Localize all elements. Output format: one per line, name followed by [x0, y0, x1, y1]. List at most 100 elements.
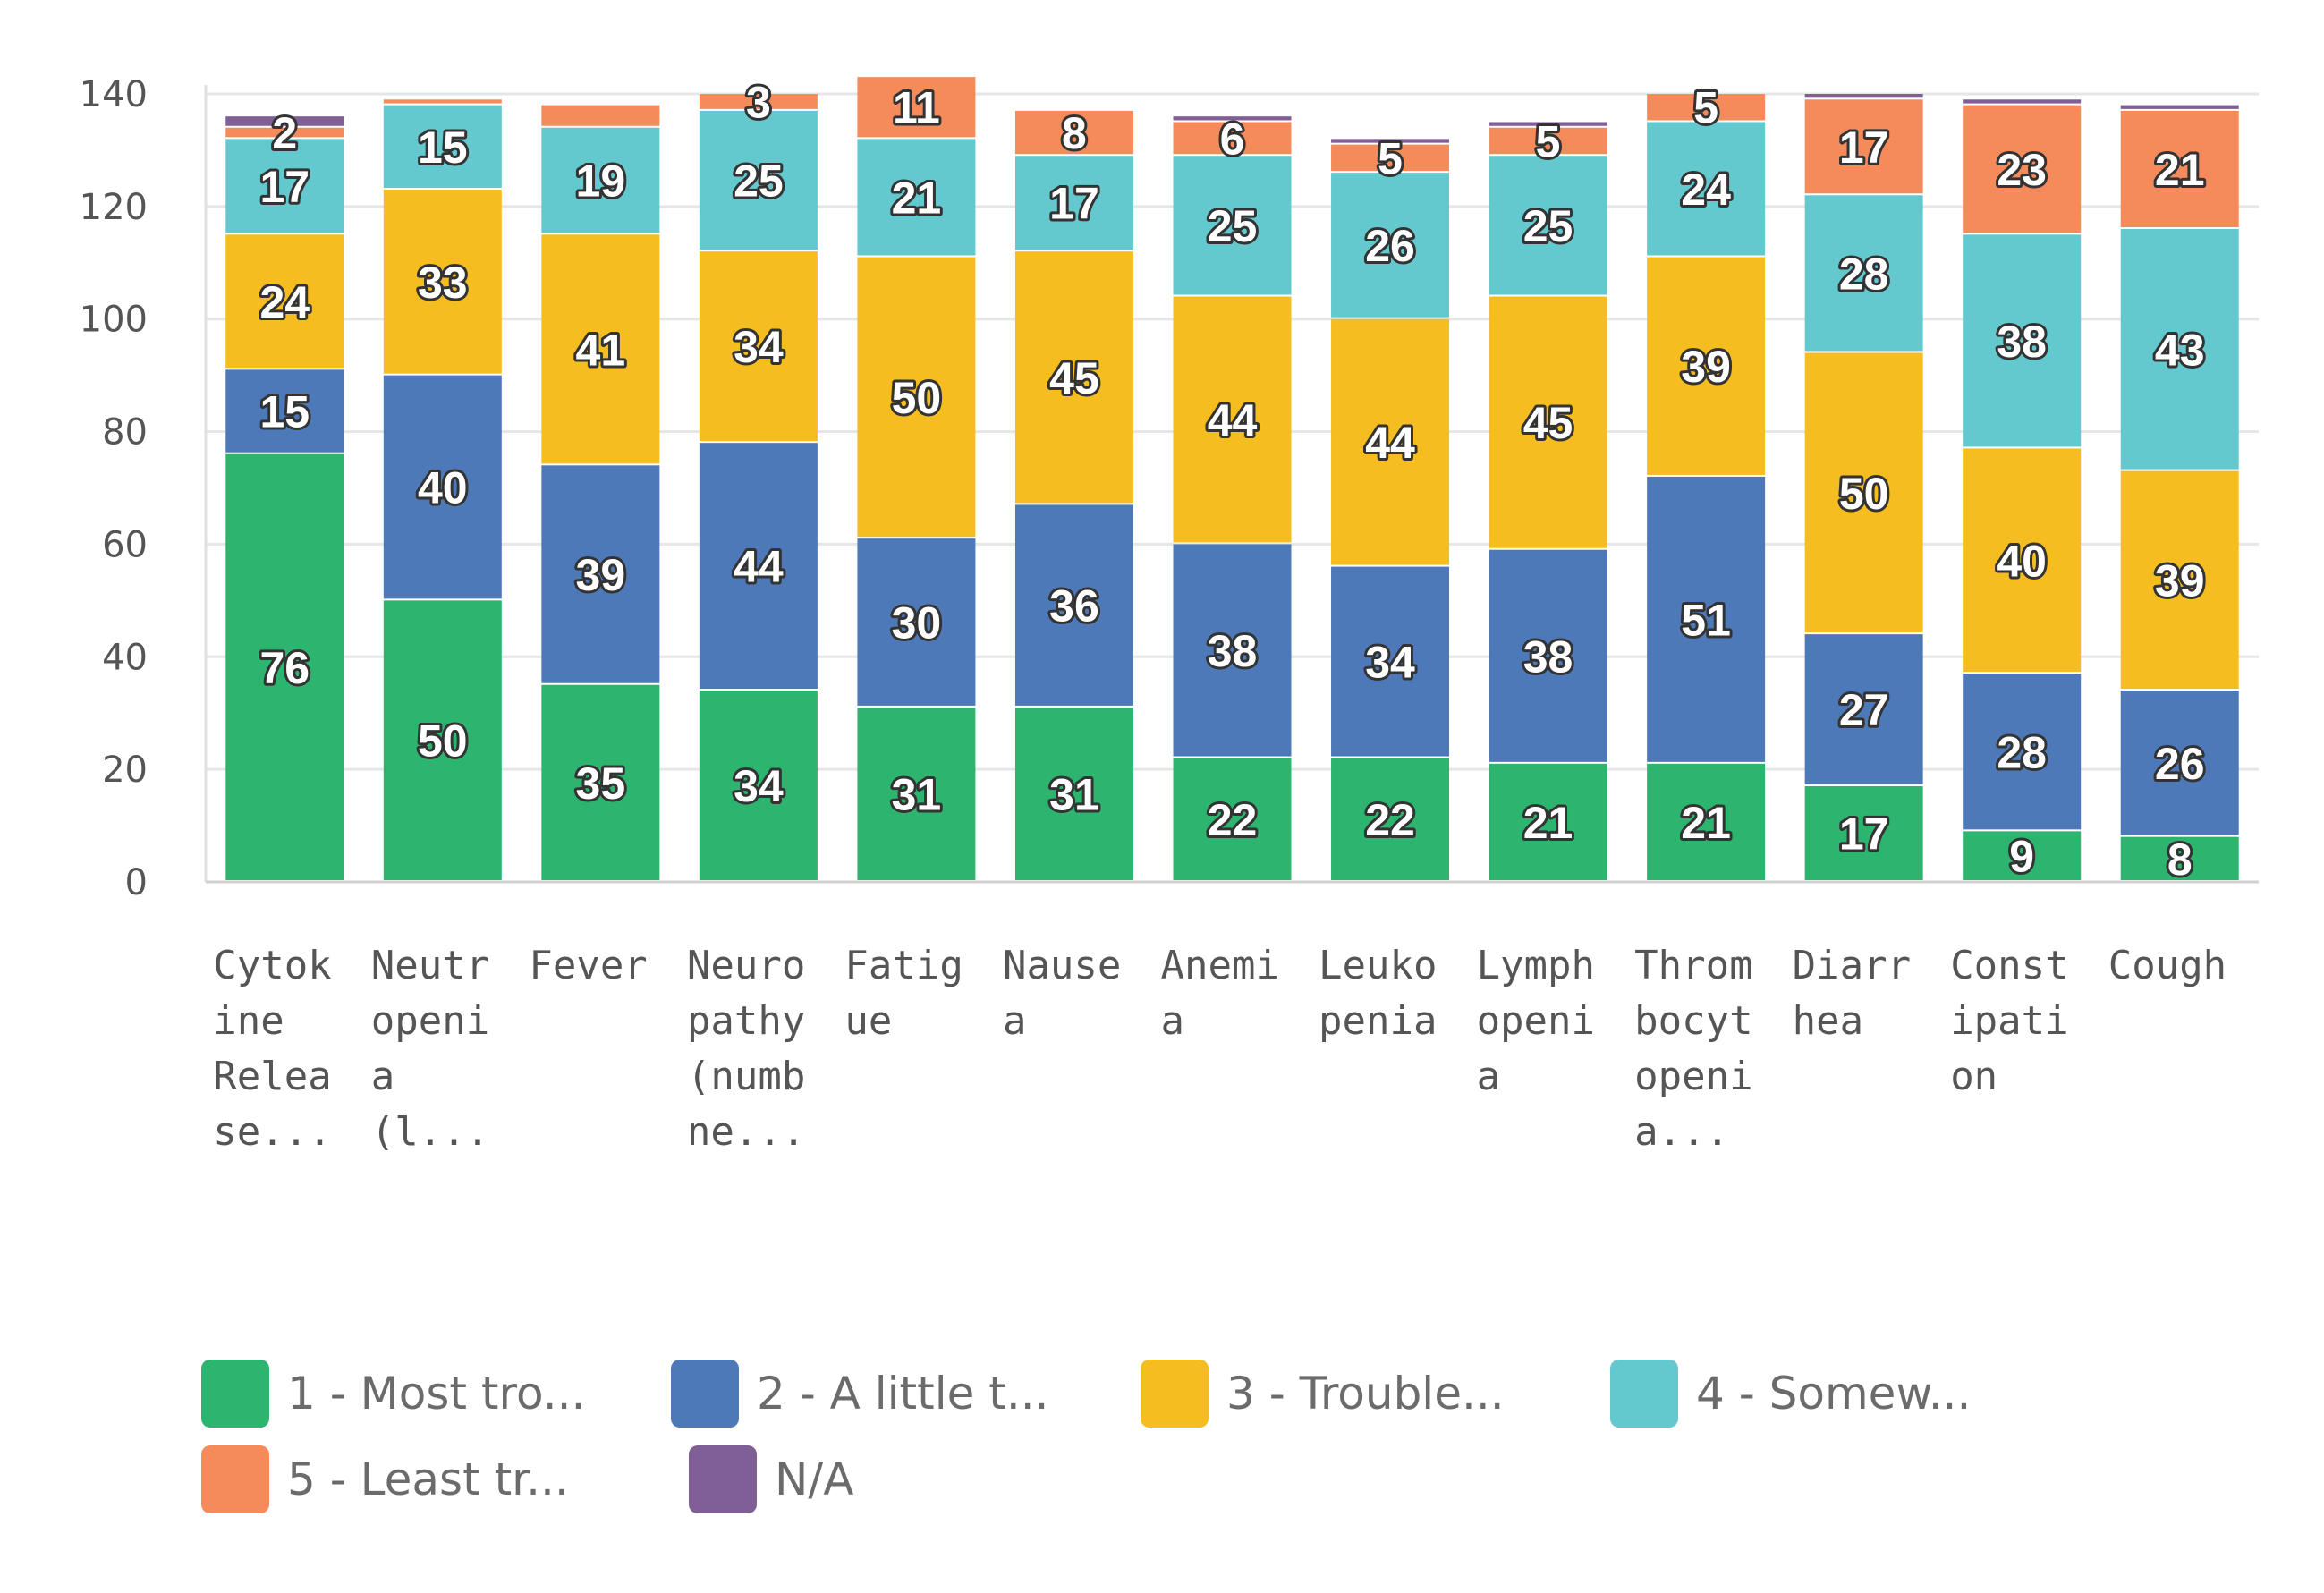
- bar-segment[interactable]: [1173, 758, 1292, 880]
- bar-segment[interactable]: [1331, 318, 1450, 565]
- data-label: 15: [418, 123, 468, 173]
- bar-segment[interactable]: [1804, 786, 1923, 880]
- bar-segment[interactable]: [1489, 122, 1607, 126]
- data-label: 17: [1049, 179, 1099, 229]
- data-label: 26: [2155, 739, 2205, 789]
- bar-segment[interactable]: [857, 77, 976, 138]
- bar-segment[interactable]: [1014, 707, 1133, 880]
- bar-segment[interactable]: [857, 139, 976, 256]
- bar-segment[interactable]: [1331, 566, 1450, 757]
- data-label: 8: [2167, 835, 2193, 885]
- bar-segment[interactable]: [2120, 105, 2239, 109]
- data-label: 5: [1693, 83, 1718, 133]
- bar-segment[interactable]: [541, 127, 660, 233]
- bar-segment[interactable]: [383, 189, 502, 374]
- legend-item-2[interactable]: 2 - A little t...: [671, 1360, 1141, 1428]
- bar-segment[interactable]: [541, 465, 660, 683]
- bar-segment[interactable]: [1489, 549, 1607, 762]
- legend-item-3[interactable]: 3 - Trouble...: [1141, 1360, 1610, 1428]
- bar-segment[interactable]: [1804, 99, 1923, 194]
- bar-segment[interactable]: [1647, 257, 1766, 475]
- bar-segment[interactable]: [1173, 296, 1292, 543]
- legend-item-1[interactable]: 1 - Most tro...: [201, 1360, 671, 1428]
- bar-segment[interactable]: [2120, 470, 2239, 690]
- bar-segment[interactable]: [383, 600, 502, 880]
- bar-segment[interactable]: [225, 369, 344, 453]
- bar-segment[interactable]: [1014, 110, 1133, 155]
- bar-segment[interactable]: [1489, 156, 1607, 295]
- bar-segment[interactable]: [2120, 110, 2239, 228]
- x-category-label-line: pathy: [687, 998, 805, 1044]
- x-category-label-line: Neutr: [371, 943, 489, 988]
- bar-segment[interactable]: [699, 691, 818, 880]
- data-label: 24: [1681, 165, 1731, 215]
- bar-segment[interactable]: [1963, 234, 2082, 447]
- bar-segment[interactable]: [225, 453, 344, 880]
- bar-segment[interactable]: [1489, 127, 1607, 155]
- bar-segment[interactable]: [699, 110, 818, 250]
- bar-segment[interactable]: [1331, 144, 1450, 172]
- bar-segment[interactable]: [383, 375, 502, 599]
- data-label: 11: [893, 83, 940, 133]
- data-label: 27: [1839, 685, 1889, 735]
- data-label: 33: [418, 258, 468, 308]
- bar-segment[interactable]: [1014, 156, 1133, 250]
- bar-segment[interactable]: [225, 234, 344, 369]
- data-label: 39: [1681, 342, 1731, 392]
- bar-segment[interactable]: [225, 127, 344, 138]
- bar-segment[interactable]: [1647, 122, 1766, 256]
- bar-segment[interactable]: [857, 707, 976, 880]
- bar-segment[interactable]: [1804, 352, 1923, 633]
- legend-item-4[interactable]: 4 - Somew...: [1610, 1360, 2080, 1428]
- bar-segment[interactable]: [1647, 476, 1766, 762]
- bar-segment[interactable]: [541, 105, 660, 126]
- bar-segment[interactable]: [699, 94, 818, 109]
- bar-segment[interactable]: [1963, 674, 2082, 830]
- bar-segment[interactable]: [699, 251, 818, 442]
- bar-segment[interactable]: [1647, 94, 1766, 121]
- data-label: 21: [1681, 798, 1731, 848]
- bar-segment[interactable]: [1173, 544, 1292, 757]
- x-category-label-line: Cough: [2108, 943, 2226, 988]
- bar-segment[interactable]: [2120, 229, 2239, 470]
- bar-segment[interactable]: [1963, 105, 2082, 233]
- bar-segment[interactable]: [383, 105, 502, 188]
- bar-segment[interactable]: [1489, 296, 1607, 548]
- bar-segment[interactable]: [2120, 836, 2239, 880]
- bar-segment[interactable]: [2120, 691, 2239, 835]
- bar-segment[interactable]: [1331, 173, 1450, 318]
- bar-segment[interactable]: [1963, 448, 2082, 673]
- bar-segment[interactable]: [225, 139, 344, 233]
- data-label: 25: [1523, 201, 1573, 251]
- x-category-label: Neuro pathy (numb ne...: [687, 943, 805, 1155]
- bar-segment[interactable]: [1647, 763, 1766, 880]
- bar-segment[interactable]: [1014, 504, 1133, 706]
- bar-segment[interactable]: [1804, 94, 1923, 98]
- x-category-label-line: ine: [213, 998, 284, 1044]
- bar-segment[interactable]: [1173, 156, 1292, 295]
- bar-segment[interactable]: [1804, 195, 1923, 352]
- data-label: 40: [418, 463, 468, 513]
- bar-segment[interactable]: [1331, 139, 1450, 143]
- bar-segment[interactable]: [1014, 251, 1133, 504]
- bar-segment[interactable]: [541, 684, 660, 880]
- bar-segment[interactable]: [1173, 122, 1292, 155]
- bar-segment[interactable]: [857, 257, 976, 538]
- bar-segment[interactable]: [1173, 116, 1292, 121]
- y-tick-label: 40: [102, 637, 148, 678]
- legend-item-6[interactable]: N/A: [689, 1445, 1176, 1513]
- bar-segment[interactable]: [1331, 758, 1450, 880]
- bar-segment[interactable]: [225, 116, 344, 126]
- legend-label-5: 5 - Least tr...: [287, 1453, 569, 1505]
- bar-segment[interactable]: [1963, 99, 2082, 104]
- bar-segment[interactable]: [699, 443, 818, 690]
- bar-segment[interactable]: [383, 99, 502, 104]
- bar-segment[interactable]: [1804, 634, 1923, 785]
- bar-segment[interactable]: [541, 234, 660, 464]
- bar-segment[interactable]: [1963, 831, 2082, 880]
- x-category-label-line: se...: [213, 1109, 331, 1155]
- legend-item-5[interactable]: 5 - Least tr...: [201, 1445, 689, 1513]
- bar-segment[interactable]: [857, 538, 976, 706]
- bar-segment[interactable]: [1489, 763, 1607, 880]
